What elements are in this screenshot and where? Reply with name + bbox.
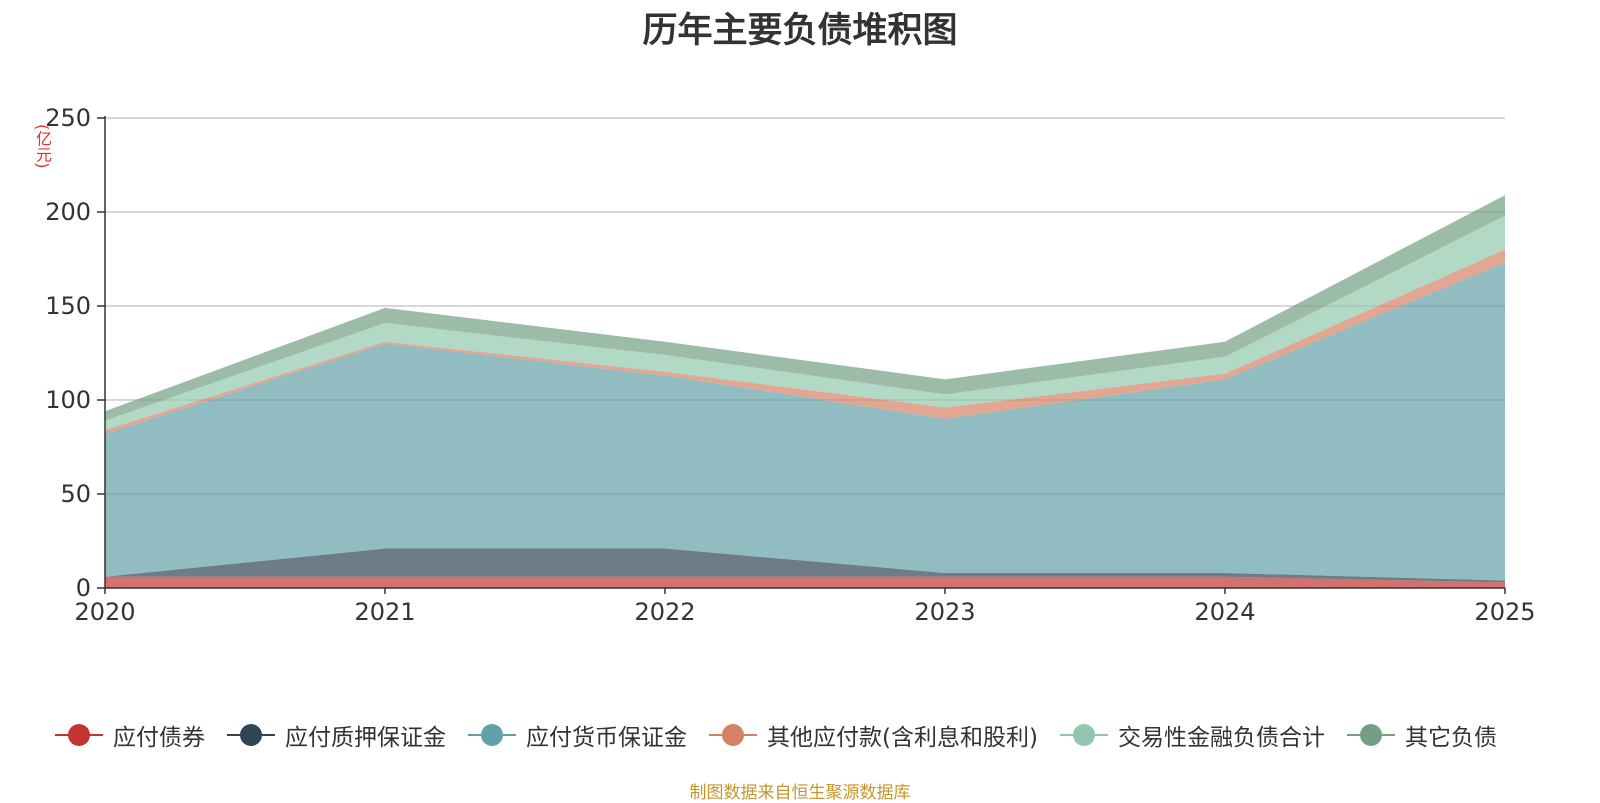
legend-label: 应付货币保证金 — [526, 725, 687, 751]
area-series-5 — [105, 195, 1505, 421]
data-source-note: 制图数据来自恒生聚源数据库 — [689, 783, 911, 803]
y-tick-label: 250 — [45, 104, 91, 132]
legend-label: 交易性金融负债合计 — [1117, 725, 1325, 751]
y-tick-label: 200 — [45, 198, 91, 226]
y-tick-label: 0 — [76, 574, 91, 602]
axes — [97, 116, 1506, 594]
legend-marker-icon — [1346, 723, 1395, 747]
area-series-3 — [105, 249, 1505, 434]
x-tick-label: 2023 — [914, 598, 975, 626]
legend: 应付债券 应付质押保证金 应付货币保证金 其他应付款(含利息和股利) 交易性金融负债合计… — [55, 718, 1519, 752]
legend-marker-icon — [1059, 723, 1108, 747]
legend-item[interactable]: 应付货币保证金 — [468, 718, 687, 752]
y-tick-label: 100 — [45, 386, 91, 414]
legend-item[interactable]: 应付质押保证金 — [227, 718, 446, 752]
x-tick-label: 2021 — [354, 598, 415, 626]
y-tick-label: 50 — [60, 480, 91, 508]
x-tick-label: 2022 — [634, 598, 695, 626]
y-tick-label: 150 — [45, 292, 91, 320]
legend-item[interactable]: 其他应付款(含利息和股利) — [709, 718, 1038, 752]
legend-label: 其他应付款(含利息和股利) — [767, 725, 1038, 751]
legend-label: 其它负债 — [1404, 725, 1497, 751]
legend-label: 应付质押保证金 — [285, 725, 446, 751]
area-series — [105, 195, 1505, 588]
legend-marker-icon — [468, 723, 516, 747]
legend-marker-icon — [227, 723, 275, 747]
legend-item[interactable]: 其它负债 — [1346, 718, 1497, 752]
legend-item[interactable]: 交易性金融负债合计 — [1059, 718, 1325, 752]
area-series-1 — [105, 548, 1505, 583]
x-tick-label: 2024 — [1194, 598, 1255, 626]
legend-marker-icon — [709, 723, 757, 747]
area-series-0 — [105, 576, 1505, 588]
x-tick-label: 2025 — [1474, 598, 1535, 626]
legend-marker-icon — [55, 723, 103, 747]
y-axis-unit: (亿元) — [33, 124, 52, 169]
tick-labels: 0 50 100 150 200 250 2020 2021 2022 2023 2024 2025 — [45, 104, 1535, 626]
x-tick-label: 2020 — [74, 598, 135, 626]
legend-item[interactable]: 应付债券 — [55, 718, 205, 752]
area-series-2 — [105, 262, 1505, 581]
chart-title: 历年主要负债堆积图 — [642, 11, 958, 51]
area-series-4 — [105, 215, 1505, 431]
legend-label: 应付债券 — [113, 725, 205, 751]
